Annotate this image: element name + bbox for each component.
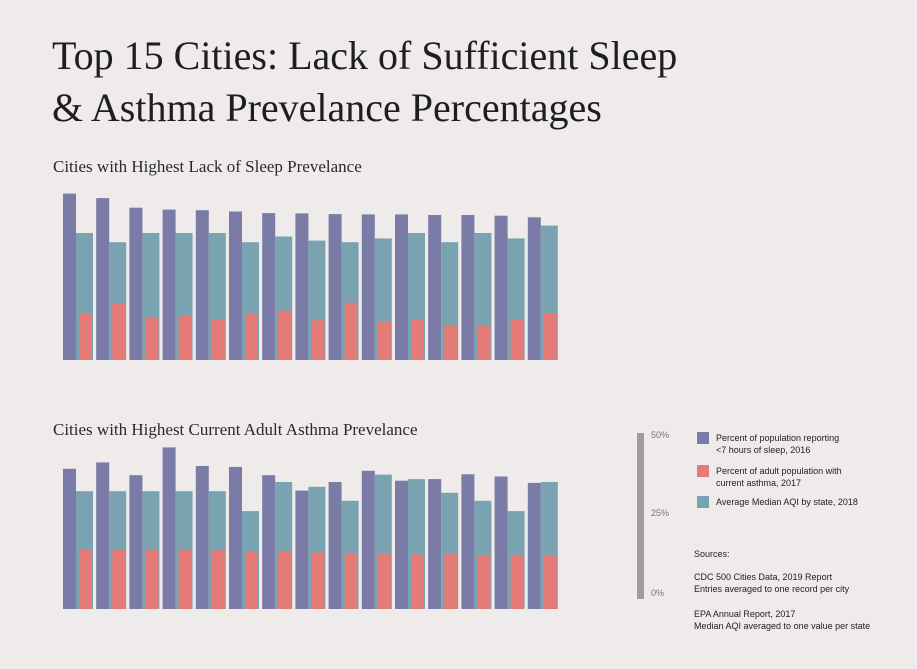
source-cdc-line-2: Entries averaged to one record per city bbox=[694, 584, 850, 594]
asthma-chart-bar-sleep-5 bbox=[195, 466, 209, 609]
asthma-chart-bar-asthma-1 bbox=[79, 549, 92, 609]
asthma-chart-bar-sleep-8 bbox=[295, 490, 309, 609]
asthma-chart-bar-sleep-10 bbox=[361, 470, 375, 609]
sleep-chart-bar-asthma-6 bbox=[245, 313, 258, 360]
page-title: Top 15 Cities: Lack of Sufficient Sleep … bbox=[52, 30, 692, 134]
asthma-chart-bar-asthma-3 bbox=[145, 550, 159, 609]
scale-tick-50: 50% bbox=[651, 430, 670, 440]
sleep-chart-bar-asthma-8 bbox=[311, 320, 325, 360]
legend-label-asthma-1: Percent of adult population with bbox=[716, 466, 842, 476]
sleep-chart-bar-asthma-12 bbox=[444, 324, 458, 360]
sleep-chart-bar-sleep-8 bbox=[295, 213, 309, 360]
legend-swatch-asthma bbox=[697, 465, 709, 477]
source-epa-line-2: Median AQI averaged to one value per sta… bbox=[694, 621, 871, 631]
sleep-chart-bar-sleep-7 bbox=[262, 213, 276, 360]
sleep-chart-bar-asthma-7 bbox=[278, 310, 292, 360]
asthma-chart-bar-sleep-7 bbox=[262, 475, 276, 609]
source-epa: EPA Annual Report, 2017 Median AQI avera… bbox=[694, 608, 870, 632]
asthma-chart-bar-asthma-8 bbox=[311, 552, 325, 609]
sleep-chart-bar-sleep-12 bbox=[428, 215, 442, 360]
sleep-chart-bar-asthma-4 bbox=[178, 315, 192, 360]
sleep-chart-bar-sleep-14 bbox=[494, 215, 508, 360]
asthma-chart bbox=[63, 447, 558, 609]
sleep-chart-bar-asthma-9 bbox=[344, 302, 358, 360]
scale-tick-0: 0% bbox=[651, 588, 665, 598]
asthma-chart-bar-asthma-6 bbox=[245, 552, 258, 609]
asthma-chart-bar-asthma-12 bbox=[444, 554, 458, 609]
asthma-chart-bar-asthma-9 bbox=[344, 553, 358, 609]
sleep-chart bbox=[63, 193, 558, 360]
source-cdc-line-1: CDC 500 Cities Data, 2019 Report bbox=[694, 572, 833, 582]
sleep-chart-bar-sleep-3 bbox=[129, 207, 143, 360]
asthma-chart-bar-asthma-2 bbox=[112, 550, 126, 609]
asthma-chart-bar-sleep-2 bbox=[96, 462, 110, 609]
scale-bar bbox=[637, 433, 644, 599]
sleep-chart-bar-sleep-1 bbox=[63, 193, 76, 360]
sleep-chart-bar-sleep-13 bbox=[461, 215, 475, 360]
sleep-chart-bar-asthma-14 bbox=[510, 319, 524, 360]
chart-2-title: Cities with Highest Current Adult Asthma… bbox=[53, 420, 418, 439]
asthma-chart-bar-sleep-15 bbox=[527, 482, 541, 609]
sleep-chart-bar-asthma-11 bbox=[411, 319, 424, 360]
legend-label-aqi-1: Average Median AQI by state, 2018 bbox=[716, 497, 858, 507]
asthma-chart-bar-sleep-3 bbox=[129, 475, 143, 609]
asthma-chart-bar-sleep-4 bbox=[162, 447, 176, 609]
scale-tick-25: 25% bbox=[651, 508, 670, 518]
asthma-chart-bar-asthma-11 bbox=[411, 554, 424, 609]
asthma-chart-bar-sleep-13 bbox=[461, 474, 475, 609]
sleep-chart-bar-sleep-9 bbox=[328, 214, 342, 360]
title-line-2: & Asthma Prevelance Percentages bbox=[52, 85, 602, 130]
asthma-chart-bar-asthma-4 bbox=[178, 550, 192, 609]
legend-label-sleep-2: <7 hours of sleep, 2016 bbox=[716, 445, 811, 455]
sleep-chart-bar-asthma-3 bbox=[145, 317, 159, 360]
sleep-chart-bar-asthma-13 bbox=[477, 325, 491, 360]
asthma-chart-bar-sleep-14 bbox=[494, 476, 508, 609]
legend-label-asthma-2: current asthma, 2017 bbox=[716, 478, 802, 488]
sleep-chart-bar-sleep-15 bbox=[527, 217, 541, 360]
source-cdc: CDC 500 Cities Data, 2019 Report Entries… bbox=[694, 571, 849, 595]
sleep-chart-bar-asthma-5 bbox=[211, 319, 225, 360]
legend-label-sleep-1: Percent of population reporting bbox=[716, 433, 840, 443]
asthma-chart-bar-sleep-6 bbox=[229, 466, 242, 609]
asthma-chart-bar-asthma-15 bbox=[543, 555, 557, 609]
asthma-chart-bar-asthma-14 bbox=[510, 554, 524, 609]
asthma-chart-bar-sleep-1 bbox=[63, 468, 76, 609]
sleep-chart-bar-asthma-10 bbox=[377, 321, 391, 360]
sleep-chart-bar-asthma-2 bbox=[112, 303, 126, 360]
source-epa-line-1: EPA Annual Report, 2017 bbox=[694, 609, 796, 619]
sleep-chart-bar-sleep-6 bbox=[229, 211, 242, 360]
sleep-chart-bar-sleep-10 bbox=[361, 214, 375, 360]
sleep-chart-bar-asthma-1 bbox=[79, 313, 92, 360]
asthma-chart-bar-sleep-11 bbox=[395, 480, 408, 609]
asthma-chart-bar-asthma-13 bbox=[477, 554, 491, 609]
asthma-chart-bar-sleep-9 bbox=[328, 482, 342, 609]
sleep-chart-bar-sleep-5 bbox=[195, 210, 209, 360]
sleep-chart-bar-sleep-2 bbox=[96, 198, 110, 360]
asthma-chart-bar-asthma-10 bbox=[377, 553, 391, 609]
sleep-chart-bar-sleep-11 bbox=[395, 214, 408, 360]
asthma-chart-bar-asthma-7 bbox=[278, 552, 292, 609]
chart-1-title: Cities with Highest Lack of Sleep Prevel… bbox=[53, 157, 362, 176]
legend-swatch-sleep bbox=[697, 432, 709, 444]
sleep-chart-bar-sleep-4 bbox=[162, 209, 176, 360]
legend-swatch-aqi bbox=[697, 496, 709, 508]
sleep-chart-bar-asthma-15 bbox=[543, 313, 557, 360]
asthma-chart-bar-sleep-12 bbox=[428, 479, 442, 609]
sources-heading: Sources: bbox=[694, 549, 730, 559]
asthma-chart-bar-asthma-5 bbox=[211, 550, 225, 609]
title-line-1: Top 15 Cities: Lack of Sufficient Sleep bbox=[52, 33, 678, 78]
